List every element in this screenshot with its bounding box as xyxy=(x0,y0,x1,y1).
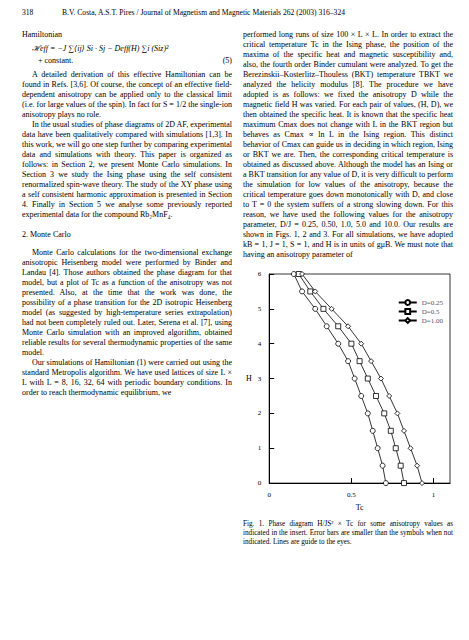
html-text:Fig. 1. Phase diagram H/JS² ×: Fig. 1. Phase diagram H/JS² × Tc for som… xyxy=(243,520,453,546)
html-text:+ constant.: + constant. xyxy=(38,56,74,65)
svg-text:0: 0 xyxy=(258,479,262,487)
svg-text:0: 0 xyxy=(267,491,271,499)
svg-text:0.5: 0.5 xyxy=(347,491,356,499)
svg-text:1: 1 xyxy=(432,491,436,499)
html-text:A detailed derivation of this: A detailed derivation of this effective … xyxy=(22,70,232,119)
html-text:performed long runs of size 10: performed long runs of size 100 × L × L.… xyxy=(243,30,453,259)
html-text:ℋeff = −J ∑⟨ij⟩ Si · Sj − Deff: ℋeff = −J ∑⟨ij⟩ Si · Sj − Deff(H) ∑i (Si… xyxy=(32,44,169,53)
svg-text:4: 4 xyxy=(258,340,262,348)
svg-text:6: 6 xyxy=(258,270,262,278)
html-text:Our simulations of Hamiltonian: Our simulations of Hamiltonian (1) were … xyxy=(22,358,232,397)
svg-text:Tc: Tc xyxy=(356,503,364,512)
html-text:(5): (5) xyxy=(222,56,232,65)
svg-text:D=1.00: D=1.00 xyxy=(422,317,444,325)
svg-text:5: 5 xyxy=(258,305,262,313)
svg-text:1: 1 xyxy=(258,444,262,452)
html-text:B.V. Costa, A.S.T. Pires / Jou: B.V. Costa, A.S.T. Pires / Journal of Ma… xyxy=(62,8,345,17)
html-text:318: 318 xyxy=(22,8,34,17)
svg-text:D=0.25: D=0.25 xyxy=(422,299,444,307)
html-text:2. Monte Carlo: 2. Monte Carlo xyxy=(22,230,71,239)
html-text:Hamiltonian: Hamiltonian xyxy=(22,30,62,39)
svg-text:2: 2 xyxy=(258,409,262,417)
html-text:In the usual studies of phase: In the usual studies of phase diagrams o… xyxy=(22,120,232,219)
svg-text:3: 3 xyxy=(258,375,262,383)
svg-text:H: H xyxy=(246,374,252,383)
html-text:Monte Carlo calculations for t: Monte Carlo calculations for the two-dim… xyxy=(22,248,232,357)
svg-text:D=0.5: D=0.5 xyxy=(422,308,440,316)
